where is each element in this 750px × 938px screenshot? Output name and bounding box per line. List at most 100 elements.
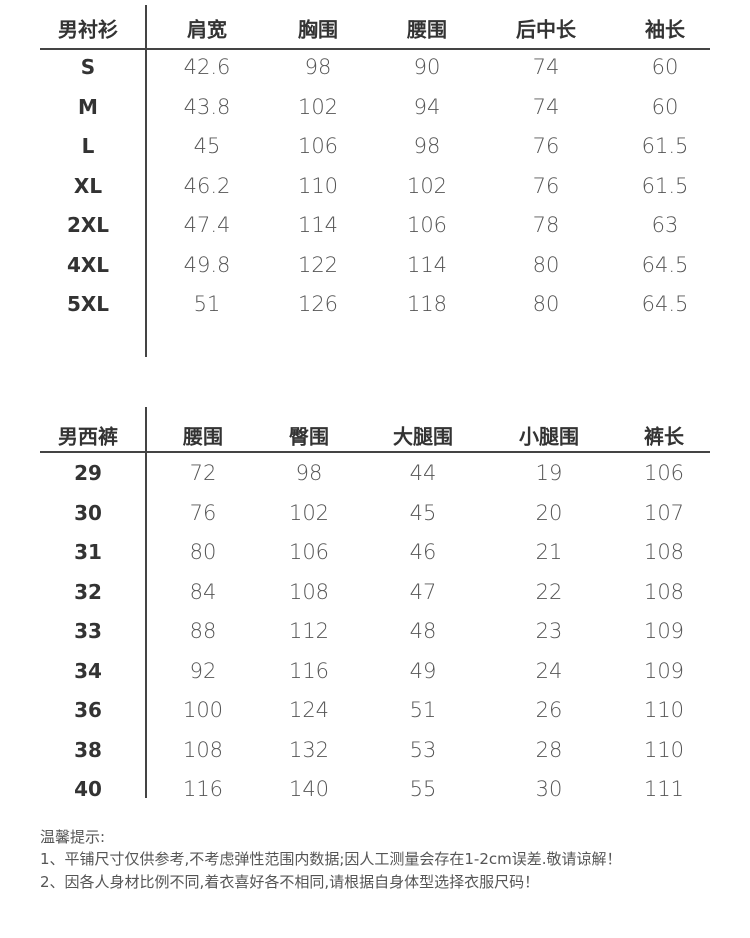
column-header: 胸围	[298, 17, 338, 42]
table-cell: 23	[535, 619, 563, 643]
table-cell: 108	[182, 737, 224, 762]
table-cell: 106	[643, 461, 685, 485]
table-cell: 100	[182, 698, 224, 722]
table-cell: 110	[643, 737, 685, 762]
table-cell: 109	[643, 658, 685, 683]
pants-header-divider	[40, 451, 710, 453]
table-cell: 108	[643, 540, 685, 564]
column-header: 后中长	[516, 17, 576, 42]
shirt-column-divider	[145, 5, 147, 357]
table-cell: 124	[288, 698, 330, 722]
table-cell: 132	[288, 737, 330, 762]
table-cell: 111	[643, 777, 685, 801]
column-header: 袖长	[645, 17, 685, 42]
table-cell: 106	[288, 540, 330, 564]
size-label: L	[81, 134, 95, 158]
table-cell: 53	[409, 737, 437, 762]
pants-column-divider	[145, 407, 147, 798]
size-label: 40	[74, 777, 102, 801]
table-cell: 80	[532, 292, 560, 316]
table-cell: 114	[297, 213, 339, 237]
table-cell: 28	[535, 737, 563, 762]
table-cell: 24	[535, 658, 563, 683]
table-cell: 49	[409, 658, 437, 683]
table-cell: 74	[532, 55, 560, 79]
column-header: 大腿围	[393, 424, 453, 449]
table-cell: 30	[535, 777, 563, 801]
table-cell: 20	[535, 500, 563, 525]
table-cell: 61.5	[641, 134, 689, 158]
column-header: 臀围	[289, 424, 329, 449]
table-cell: 78	[532, 213, 560, 237]
size-label: 2XL	[66, 213, 110, 237]
table-cell: 45	[193, 134, 221, 158]
table-cell: 43.8	[183, 94, 231, 119]
table-cell: 60	[651, 94, 679, 119]
table-cell: 114	[406, 252, 448, 277]
table-cell: 48	[409, 619, 437, 643]
table-cell: 94	[413, 94, 441, 119]
table-cell: 44	[409, 461, 437, 485]
table-cell: 51	[193, 292, 221, 316]
table-cell: 92	[189, 658, 217, 683]
table-cell: 60	[651, 55, 679, 79]
table-cell: 19	[535, 461, 563, 485]
table-cell: 80	[532, 252, 560, 277]
table-cell: 122	[297, 252, 339, 277]
table-cell: 74	[532, 94, 560, 119]
table-cell: 55	[409, 777, 437, 801]
table-cell: 118	[406, 292, 448, 316]
table-cell: 98	[413, 134, 441, 158]
column-header: 肩宽	[187, 17, 227, 42]
table-cell: 112	[288, 619, 330, 643]
column-header: 腰围	[183, 424, 223, 449]
table-cell: 61.5	[641, 173, 689, 198]
table-cell: 108	[288, 579, 330, 604]
table-cell: 126	[297, 292, 339, 316]
column-header: 男西裤	[58, 424, 118, 449]
table-cell: 102	[297, 94, 339, 119]
table-cell: 64.5	[641, 292, 689, 316]
table-cell: 107	[643, 500, 685, 525]
table-cell: 80	[189, 540, 217, 564]
column-header: 腰围	[407, 17, 447, 42]
table-cell: 109	[643, 619, 685, 643]
table-cell: 47.4	[183, 213, 231, 237]
table-cell: 90	[413, 55, 441, 79]
table-cell: 46.2	[183, 173, 231, 198]
table-cell: 51	[409, 698, 437, 722]
table-cell: 116	[288, 658, 330, 683]
table-cell: 140	[288, 777, 330, 801]
table-cell: 76	[189, 500, 217, 525]
size-label: 32	[74, 579, 102, 604]
notes-line-1: 1、平铺尺寸仅供参考,不考虑弹性范围内数据;因人工测量会存在1-2cm误差.敬请…	[40, 850, 622, 868]
table-cell: 98	[295, 461, 323, 485]
size-label: M	[78, 94, 98, 119]
table-cell: 84	[189, 579, 217, 604]
table-cell: 102	[288, 500, 330, 525]
shirt-header-divider	[40, 48, 710, 50]
table-cell: 110	[297, 173, 339, 198]
size-label: 33	[74, 619, 102, 643]
table-cell: 88	[189, 619, 217, 643]
size-label: 30	[74, 500, 102, 525]
table-cell: 108	[643, 579, 685, 604]
size-label: 5XL	[66, 292, 110, 316]
table-cell: 42.6	[183, 55, 231, 79]
table-cell: 21	[535, 540, 563, 564]
table-cell: 49.8	[183, 252, 231, 277]
table-cell: 22	[535, 579, 563, 604]
size-label: 34	[74, 658, 102, 683]
notes-title: 温馨提示:	[40, 828, 106, 846]
table-cell: 102	[406, 173, 448, 198]
table-cell: 106	[406, 213, 448, 237]
table-cell: 76	[532, 173, 560, 198]
column-header: 裤长	[644, 424, 684, 449]
table-cell: 63	[651, 213, 679, 237]
table-cell: 72	[189, 461, 217, 485]
size-label: S	[80, 55, 96, 79]
table-cell: 106	[297, 134, 339, 158]
table-cell: 110	[643, 698, 685, 722]
size-label: 4XL	[66, 252, 110, 277]
table-cell: 98	[304, 55, 332, 79]
